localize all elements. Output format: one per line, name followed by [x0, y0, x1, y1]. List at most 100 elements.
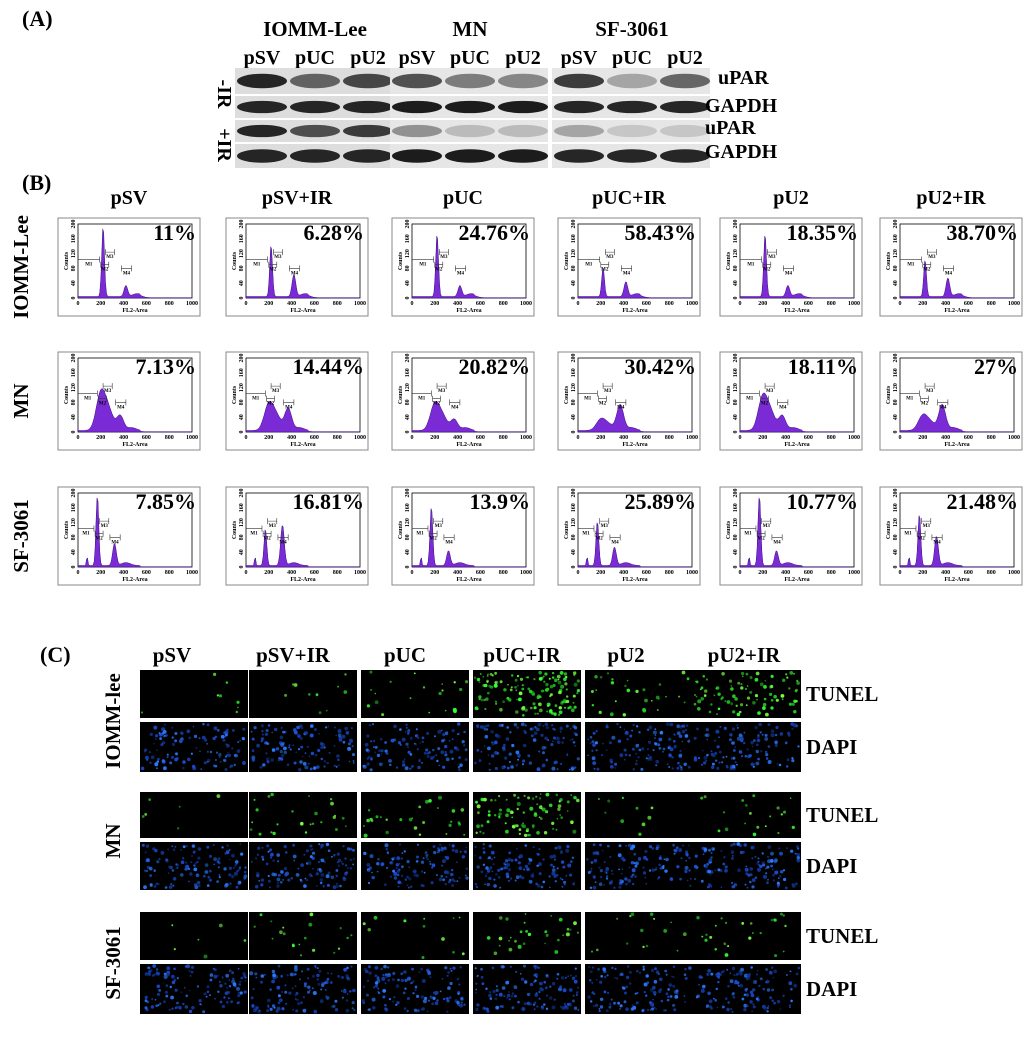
cell-dot [604, 812, 606, 814]
cell-dot [228, 979, 230, 981]
cell-dot [400, 744, 402, 746]
cell-dot [774, 919, 777, 922]
cell-dot [773, 977, 775, 979]
cell-dot [301, 727, 304, 730]
cell-dot [506, 863, 510, 867]
cell-dot [509, 761, 511, 763]
cell-dot [373, 746, 375, 748]
y-tick-label: 120 [405, 518, 411, 527]
gate-label: M4 [117, 405, 125, 410]
cell-dot [326, 874, 330, 878]
y-tick-label: 120 [733, 383, 739, 392]
cell-dot [758, 864, 760, 866]
cell-dot [367, 980, 370, 983]
cell-dot [337, 686, 339, 688]
cell-dot [307, 977, 309, 979]
cell-dot [300, 879, 302, 881]
cell-dot [437, 807, 439, 809]
cell-dot [659, 867, 662, 870]
cell-dot [631, 861, 634, 864]
cell-dot [644, 991, 646, 993]
cell-dot [576, 692, 578, 694]
cell-dot [441, 683, 443, 685]
cell-dot [539, 709, 543, 713]
cell-dot [363, 985, 366, 988]
cell-dot [459, 966, 462, 969]
y-tick-label: 0 [893, 566, 899, 569]
cell-dot [306, 849, 309, 852]
cell-dot [345, 864, 347, 866]
cell-dot [452, 967, 455, 970]
cell-dot [146, 844, 149, 847]
cell-dot [404, 988, 406, 990]
cell-dot [749, 1000, 753, 1004]
cell-dot [533, 740, 535, 742]
cell-dot [596, 979, 598, 981]
cell-dot [767, 856, 769, 858]
cell-dot [544, 831, 547, 834]
cell-dot [396, 867, 398, 869]
cell-dot [457, 722, 460, 725]
cell-dot [416, 860, 418, 862]
cell-dot [237, 994, 240, 997]
cell-dot [284, 867, 287, 870]
cell-dot [153, 869, 156, 872]
cell-dot [386, 831, 389, 834]
x-axis-title: FL2-Area [622, 442, 647, 448]
cell-dot [731, 757, 733, 759]
cell-dot [452, 809, 456, 813]
cell-dot [320, 989, 322, 991]
cell-dot [492, 990, 495, 993]
cell-dot [321, 983, 325, 987]
cell-dot [151, 998, 153, 1000]
cell-dot [492, 967, 495, 970]
cell-dot [555, 761, 557, 763]
cell-dot [159, 737, 162, 740]
cell-dot [271, 873, 275, 877]
cell-dot [224, 759, 226, 761]
cell-dot [620, 1004, 623, 1007]
cell-dot [415, 734, 418, 737]
y-tick-label: 160 [405, 368, 411, 377]
cell-dot [270, 920, 272, 922]
x-tick-label: 0 [739, 435, 742, 441]
cell-dot [231, 980, 235, 984]
cell-dot [710, 973, 713, 976]
column-header: pUC+IR [483, 643, 561, 667]
cell-dot [438, 765, 440, 767]
cell-dot [626, 942, 628, 944]
cell-dot [671, 976, 673, 978]
y-axis-title: Counts [564, 385, 570, 404]
gate-label: M4 [933, 540, 941, 545]
cell-dot [488, 754, 490, 756]
cell-dot [756, 750, 760, 754]
cell-dot [199, 999, 202, 1002]
cell-dot [422, 821, 425, 824]
cell-dot [606, 749, 608, 751]
cell-dot [595, 881, 597, 883]
cell-dot [205, 870, 209, 874]
y-tick-label: 200 [733, 220, 739, 229]
x-tick-label: 0 [245, 570, 248, 576]
y-tick-label: 80 [571, 534, 577, 540]
cell-dot [320, 882, 323, 885]
blot-band [660, 101, 710, 113]
cell-dot [619, 753, 623, 757]
cell-dot [480, 968, 483, 971]
cell-dot [770, 852, 774, 856]
cell-dot [442, 766, 445, 769]
cell-dot [495, 703, 497, 705]
y-tick-label: 160 [239, 368, 245, 377]
gate-label: M4 [279, 540, 287, 545]
cell-dot [765, 868, 767, 870]
cell-dot [756, 762, 760, 766]
cell-dot [308, 861, 312, 865]
cell-dot [695, 866, 698, 869]
cell-dot [320, 878, 324, 882]
cell-dot [303, 854, 305, 856]
y-tick-label: 0 [71, 566, 77, 569]
cell-dot [646, 974, 649, 977]
cell-dot [795, 690, 798, 693]
cell-dot [455, 849, 459, 853]
cell-dot [213, 673, 216, 676]
